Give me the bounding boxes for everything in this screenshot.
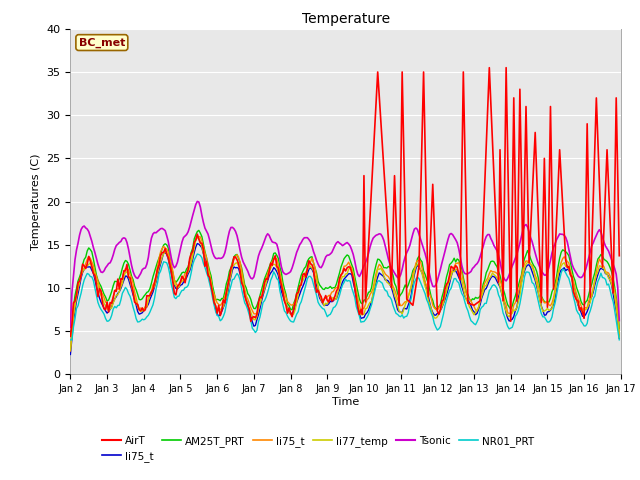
Title: Temperature: Temperature bbox=[301, 12, 390, 26]
Y-axis label: Temperatures (C): Temperatures (C) bbox=[31, 153, 41, 250]
Text: BC_met: BC_met bbox=[79, 37, 125, 48]
X-axis label: Time: Time bbox=[332, 397, 359, 407]
Legend: AirT, li75_t, AM25T_PRT, li75_t, li77_temp, Tsonic, NR01_PRT: AirT, li75_t, AM25T_PRT, li75_t, li77_te… bbox=[98, 432, 538, 466]
